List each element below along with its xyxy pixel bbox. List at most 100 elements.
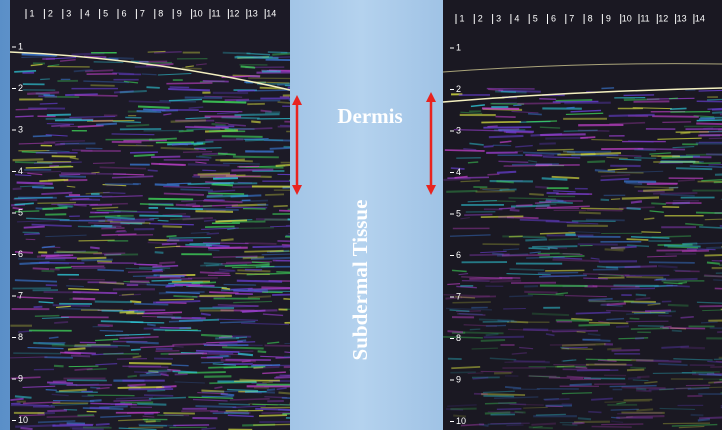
speckle [170, 217, 204, 221]
speckle [25, 165, 74, 169]
speckle [481, 107, 520, 110]
speckle [78, 239, 115, 242]
speckle [221, 238, 234, 242]
speckle [487, 125, 498, 128]
speckle [10, 397, 24, 402]
speckle [278, 209, 290, 212]
speckle [139, 373, 162, 377]
speckle [649, 152, 672, 155]
speckle [616, 325, 630, 328]
ruler-label: 3 [456, 125, 461, 135]
speckle [591, 425, 632, 428]
speckle [499, 129, 535, 133]
speckle [676, 167, 713, 171]
speckle [107, 218, 155, 222]
speckle [159, 261, 176, 265]
speckle [233, 127, 273, 131]
speckle [14, 196, 53, 200]
speckle [236, 279, 283, 283]
speckle [126, 340, 159, 345]
speckle [601, 87, 615, 90]
speckle [544, 397, 570, 401]
speckle [96, 386, 110, 390]
speckle [649, 210, 664, 213]
speckle [274, 376, 290, 379]
speckle [680, 346, 705, 350]
speckle [87, 394, 135, 397]
speckle [264, 344, 290, 347]
speckle [472, 376, 489, 380]
speckle [203, 199, 243, 204]
speckle [11, 403, 49, 407]
speckle [481, 120, 522, 124]
speckle [467, 161, 479, 164]
speckle [242, 309, 266, 313]
speckle [461, 276, 503, 279]
speckle [706, 98, 722, 101]
speckle [707, 360, 722, 363]
speckle [141, 73, 157, 76]
speckle [576, 369, 619, 372]
speckle [138, 423, 177, 427]
speckle [199, 271, 230, 275]
speckle [99, 166, 146, 170]
speckle [568, 230, 601, 234]
speckle [627, 376, 641, 380]
speckle [272, 52, 290, 56]
speckle [480, 215, 524, 219]
speckle [625, 181, 643, 186]
ruler-label: 10 [622, 13, 632, 23]
speckle [445, 307, 493, 311]
speckle [284, 351, 290, 353]
speckle [487, 422, 522, 426]
speckle [246, 52, 271, 56]
speckle [575, 366, 588, 370]
speckle [704, 254, 722, 257]
speckle [69, 115, 116, 118]
speckle [66, 185, 76, 188]
speckle [47, 409, 67, 413]
speckle [229, 398, 270, 401]
speckle [178, 318, 220, 322]
speckle [583, 277, 608, 280]
speckle [45, 234, 87, 238]
speckle [662, 422, 710, 425]
ruler-label: 3 [66, 8, 71, 18]
speckle [134, 371, 167, 374]
speckle [657, 265, 678, 269]
speckle [252, 245, 290, 249]
speckle [539, 232, 576, 235]
speckle [188, 106, 204, 109]
speckle [153, 274, 185, 278]
speckle [193, 146, 222, 150]
speckle [201, 427, 216, 430]
speckle [699, 305, 722, 308]
speckle [173, 424, 210, 427]
speckle [19, 185, 45, 188]
speckle [450, 167, 465, 170]
speckle [708, 164, 722, 166]
speckle [483, 335, 525, 339]
speckle [488, 88, 504, 92]
speckle [215, 159, 253, 163]
speckle [103, 192, 126, 194]
speckle [195, 155, 212, 159]
speckle [580, 152, 622, 156]
speckle [135, 144, 147, 147]
speckle [222, 346, 264, 350]
speckle [56, 142, 80, 145]
speckle [244, 249, 284, 253]
speckle [261, 253, 290, 256]
speckle [222, 51, 251, 55]
speckle [587, 299, 606, 302]
speckle [99, 329, 124, 332]
speckle [685, 153, 722, 156]
speckle [232, 155, 279, 159]
speckle [225, 260, 272, 264]
speckle [276, 250, 290, 253]
speckle [182, 216, 213, 221]
speckle [506, 273, 551, 276]
speckle [566, 221, 599, 225]
speckle [168, 237, 211, 239]
speckle [587, 333, 601, 337]
